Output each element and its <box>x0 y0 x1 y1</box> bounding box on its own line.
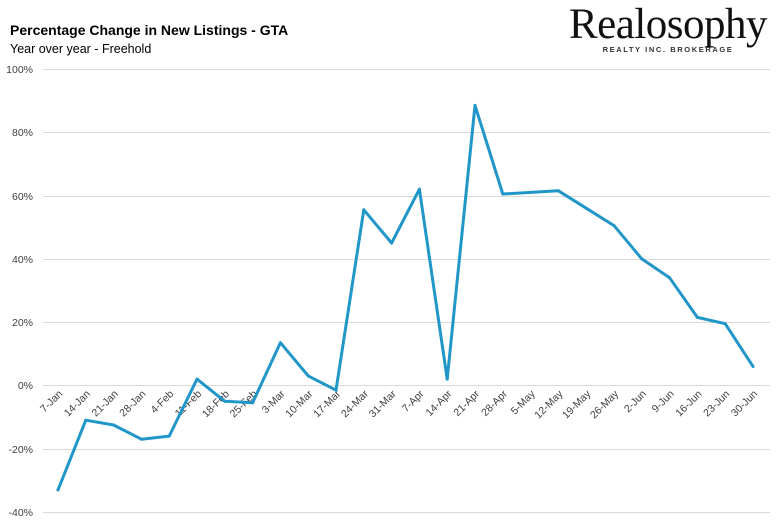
chart-title: Percentage Change in New Listings - GTA <box>10 22 289 38</box>
x-tick-label: 14-Jan <box>62 388 93 419</box>
logo-wordmark: Realosophy <box>568 1 768 48</box>
data-point <box>390 241 394 245</box>
data-point <box>56 488 60 492</box>
data-point <box>751 364 755 368</box>
realosophy-logo: Realosophy REALTY INC. BROKERAGE <box>562 1 774 55</box>
data-point <box>584 206 588 210</box>
data-point <box>640 257 644 261</box>
y-tick-label: 100% <box>6 64 33 76</box>
x-tick-label: 30-Jun <box>729 388 760 419</box>
data-point <box>723 322 727 326</box>
x-tick-label: 31-Mar <box>367 388 399 420</box>
data-point <box>278 341 282 345</box>
data-point <box>223 399 227 403</box>
data-point <box>167 434 171 438</box>
x-tick-label: 11-Feb <box>173 388 205 420</box>
data-point <box>612 224 616 228</box>
series-layer <box>56 103 755 492</box>
data-point <box>668 276 672 280</box>
chart-subtitle: Year over year - Freehold <box>10 42 152 56</box>
data-point <box>139 437 143 441</box>
x-tick-label: 21-Jan <box>90 388 121 419</box>
x-tick-label: 17-Mar <box>311 388 343 420</box>
x-tick-label: 28-Jan <box>117 388 148 419</box>
y-axis: -40% -20% 0% 20% 40% 60% 80% 100% <box>6 64 33 519</box>
x-tick-label: 28-Apr <box>479 388 510 419</box>
x-tick-label: 10-Mar <box>283 388 315 420</box>
data-point <box>306 374 310 378</box>
x-tick-label: 14-Apr <box>424 388 455 419</box>
data-point <box>84 418 88 422</box>
x-tick-label: 25-Feb <box>228 388 260 420</box>
x-tick-label: 16-Jun <box>673 388 704 419</box>
y-tick-label: 40% <box>12 254 33 266</box>
logo-tagline: REALTY INC. BROKERAGE <box>602 45 734 54</box>
data-point <box>362 208 366 212</box>
data-point <box>251 401 255 405</box>
y-tick-label: -40% <box>8 507 33 519</box>
y-tick-label: 80% <box>12 127 33 139</box>
data-point <box>334 388 338 392</box>
gridlines <box>43 69 770 513</box>
data-point <box>417 187 421 191</box>
x-tick-label: 26-May <box>588 388 622 422</box>
data-point <box>473 103 477 107</box>
data-point <box>445 377 449 381</box>
data-point <box>529 190 533 194</box>
y-tick-label: -20% <box>8 444 33 456</box>
y-tick-label: 0% <box>18 380 33 392</box>
x-tick-label: 24-Mar <box>339 388 371 420</box>
data-point <box>501 192 505 196</box>
data-point <box>556 189 560 193</box>
x-tick-label: 23-Jun <box>701 388 732 419</box>
x-tick-label: 21-Apr <box>451 388 482 419</box>
x-tick-label: 2-Jun <box>622 388 649 415</box>
x-tick-label: 12-May <box>532 388 566 422</box>
data-point <box>195 377 199 381</box>
series-line <box>56 103 755 492</box>
y-tick-label: 60% <box>12 191 33 203</box>
x-tick-label: 19-May <box>560 388 594 422</box>
data-point <box>112 423 116 427</box>
data-point <box>695 315 699 319</box>
y-tick-label: 20% <box>12 317 33 329</box>
